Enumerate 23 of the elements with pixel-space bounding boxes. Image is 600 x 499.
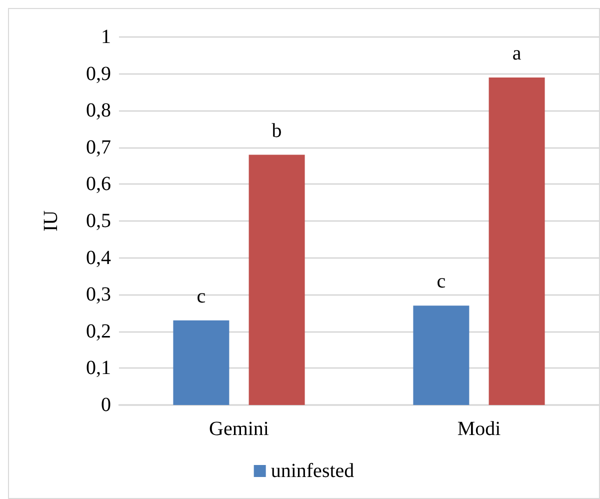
annotation: b [272,120,282,142]
y-tick-label: 0,7 [86,136,111,158]
annotation: a [512,42,522,64]
y-tick-label: 0,6 [86,173,111,196]
y-tick-label: 0,2 [86,320,111,342]
bar [413,306,470,405]
bar [488,77,545,405]
bar [248,154,305,405]
y-tick-label: 0,1 [86,357,111,380]
y-tick-label: 0 [101,394,111,416]
annotation: c [196,285,206,308]
y-tick-label: 0,9 [86,62,111,85]
y-tick-label: 0,4 [86,246,111,269]
annotation: c [436,270,446,293]
x-tick-label: Modi [457,418,502,440]
legend-label: uninfested [270,460,354,482]
y-tick-label: 0,5 [86,210,111,232]
bar [173,320,230,405]
y-tick-label: 1 [101,26,111,48]
y-tick-label: 0,3 [86,284,111,306]
y-axis-title: IU [40,210,62,232]
x-tick-label: Gemini [209,418,270,440]
y-tick-label: 0,8 [86,100,111,122]
